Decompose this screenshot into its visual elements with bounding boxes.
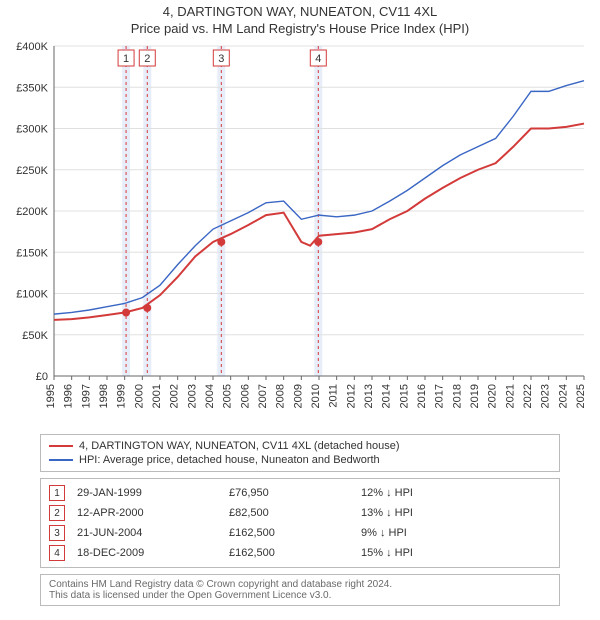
svg-text:2008: 2008 [275, 384, 287, 408]
sale-gap: 15% ↓ HPI [361, 547, 413, 559]
sale-row: 1 29-JAN-1999 £76,950 12% ↓ HPI [49, 483, 551, 503]
svg-text:£400K: £400K [16, 41, 48, 53]
sale-gap: 9% ↓ HPI [361, 527, 407, 539]
attribution-line: This data is licensed under the Open Gov… [49, 590, 551, 601]
svg-text:2025: 2025 [575, 384, 587, 408]
svg-text:2012: 2012 [345, 384, 357, 408]
chart-title-block: 4, DARTINGTON WAY, NUNEATON, CV11 4XL Pr… [0, 0, 600, 36]
sale-price: £82,500 [229, 507, 349, 519]
attribution: Contains HM Land Registry data © Crown c… [40, 574, 560, 606]
svg-text:£350K: £350K [16, 82, 48, 94]
sale-marker-badge: 4 [49, 545, 65, 561]
svg-text:1998: 1998 [98, 384, 110, 408]
sale-gap: 13% ↓ HPI [361, 507, 413, 519]
attribution-line: Contains HM Land Registry data © Crown c… [49, 579, 551, 590]
legend: 4, DARTINGTON WAY, NUNEATON, CV11 4XL (d… [40, 434, 560, 472]
legend-label: 4, DARTINGTON WAY, NUNEATON, CV11 4XL (d… [79, 440, 400, 452]
svg-text:2022: 2022 [522, 384, 534, 408]
sale-row: 2 12-APR-2000 £82,500 13% ↓ HPI [49, 503, 551, 523]
svg-text:2: 2 [144, 53, 150, 65]
svg-text:1996: 1996 [63, 384, 75, 408]
sale-date: 18-DEC-2009 [77, 547, 217, 559]
legend-row: 4, DARTINGTON WAY, NUNEATON, CV11 4XL (d… [49, 439, 551, 453]
svg-text:£50K: £50K [22, 330, 48, 342]
svg-text:3: 3 [218, 53, 224, 65]
sale-marker-badge: 3 [49, 525, 65, 541]
svg-text:1995: 1995 [45, 384, 57, 408]
svg-text:2002: 2002 [169, 384, 181, 408]
svg-text:2004: 2004 [204, 384, 216, 408]
sale-price: £162,500 [229, 527, 349, 539]
svg-text:2020: 2020 [487, 384, 499, 408]
svg-text:£300K: £300K [16, 124, 48, 136]
svg-text:2011: 2011 [328, 384, 340, 408]
svg-text:2015: 2015 [398, 384, 410, 408]
svg-text:1999: 1999 [116, 384, 128, 408]
sale-price: £76,950 [229, 487, 349, 499]
title-main: 4, DARTINGTON WAY, NUNEATON, CV11 4XL [0, 4, 600, 19]
svg-text:2005: 2005 [222, 384, 234, 408]
title-sub: Price paid vs. HM Land Registry's House … [0, 21, 600, 36]
svg-text:1: 1 [123, 53, 129, 65]
svg-text:4: 4 [315, 53, 321, 65]
sale-date: 12-APR-2000 [77, 507, 217, 519]
sale-marker-badge: 1 [49, 485, 65, 501]
svg-text:2014: 2014 [381, 384, 393, 408]
sales-table: 1 29-JAN-1999 £76,950 12% ↓ HPI 2 12-APR-2000… [40, 478, 560, 568]
svg-text:2013: 2013 [363, 384, 375, 408]
svg-text:2018: 2018 [451, 384, 463, 408]
sale-date: 21-JUN-2004 [77, 527, 217, 539]
svg-text:2001: 2001 [151, 384, 163, 408]
legend-label: HPI: Average price, detached house, Nune… [79, 454, 380, 466]
svg-text:2021: 2021 [504, 384, 516, 408]
svg-text:1997: 1997 [80, 384, 92, 408]
sale-row: 4 18-DEC-2009 £162,500 15% ↓ HPI [49, 543, 551, 563]
legend-swatch-hpi [49, 459, 73, 461]
svg-text:£100K: £100K [16, 289, 48, 301]
legend-row: HPI: Average price, detached house, Nune… [49, 453, 551, 467]
svg-text:2010: 2010 [310, 384, 322, 408]
chart-area: £0 £50K £100K £150K £200K £250K £300K £350K £400… [10, 40, 590, 430]
svg-text:£250K: £250K [16, 165, 48, 177]
svg-text:£0: £0 [36, 371, 48, 383]
sale-row: 3 21-JUN-2004 £162,500 9% ↓ HPI [49, 523, 551, 543]
svg-text:2003: 2003 [186, 384, 198, 408]
svg-text:2019: 2019 [469, 384, 481, 408]
sale-date: 29-JAN-1999 [77, 487, 217, 499]
svg-text:2000: 2000 [133, 384, 145, 408]
svg-text:£150K: £150K [16, 247, 48, 259]
svg-text:2023: 2023 [540, 384, 552, 408]
chart-svg: £0 £50K £100K £150K £200K £250K £300K £350K £400… [10, 40, 590, 430]
sale-marker-badge: 2 [49, 505, 65, 521]
sale-gap: 12% ↓ HPI [361, 487, 413, 499]
svg-text:2007: 2007 [257, 384, 269, 408]
legend-swatch-property [49, 445, 73, 447]
svg-text:2016: 2016 [416, 384, 428, 408]
sale-price: £162,500 [229, 547, 349, 559]
svg-text:2024: 2024 [557, 384, 569, 408]
svg-text:£200K: £200K [16, 206, 48, 218]
svg-text:2017: 2017 [434, 384, 446, 408]
svg-text:2006: 2006 [239, 384, 251, 408]
svg-text:2009: 2009 [292, 384, 304, 408]
